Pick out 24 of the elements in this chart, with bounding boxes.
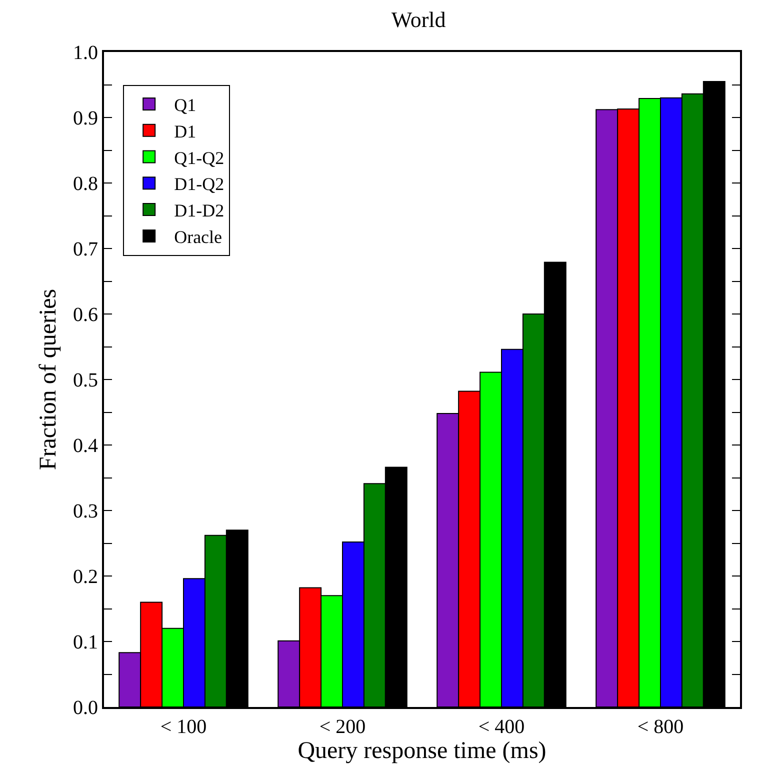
y-tick-label: 0.3	[73, 500, 98, 522]
legend-label: Q1-Q2	[174, 148, 224, 168]
legend-label: D1-D2	[174, 200, 224, 221]
y-tick-label: 1.0	[73, 42, 98, 64]
y-tick-label: 0.0	[73, 697, 98, 719]
legend-label: D1	[174, 121, 196, 142]
y-tick-label: 0.7	[73, 238, 98, 260]
y-axis-title: Fraction of queries	[36, 288, 62, 470]
x-tick-label: < 200	[319, 716, 366, 738]
x-axis-title: Query response time (ms)	[298, 738, 546, 764]
legend-label: Oracle	[174, 226, 222, 247]
x-tick-label: < 100	[160, 716, 207, 738]
y-tick-label: 0.1	[73, 632, 98, 654]
y-tick-label: 0.6	[73, 304, 98, 326]
x-tick-label: < 800	[637, 716, 684, 738]
x-tick-label: < 400	[478, 716, 525, 738]
legend-label: Q1	[174, 94, 196, 115]
y-tick-label: 0.5	[73, 370, 98, 392]
legend-label: D1-Q2	[174, 174, 224, 194]
y-tick-label: 0.2	[73, 566, 98, 588]
chart-title: World	[391, 6, 446, 32]
y-tick-label: 0.4	[73, 435, 98, 457]
y-tick-label: 0.9	[73, 108, 98, 130]
y-tick-label: 0.8	[73, 173, 98, 195]
